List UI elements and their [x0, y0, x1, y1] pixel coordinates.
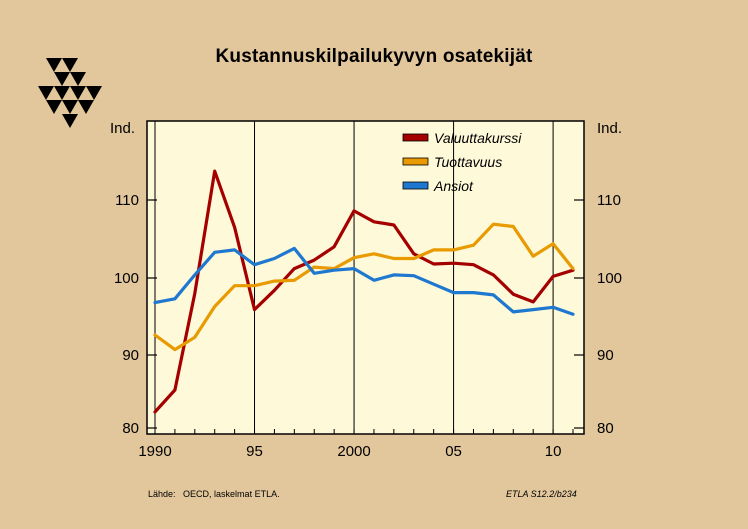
legend-swatch — [402, 157, 429, 166]
source-text: OECD, laskelmat ETLA. — [183, 489, 280, 499]
series-lines — [153, 169, 575, 414]
x-axis-ticks: 1990 95 2000 05 10 — [138, 429, 574, 460]
series-line-valuuttakurssi — [153, 169, 575, 414]
y-tick-label-left: 100 — [114, 270, 139, 287]
legend-label: Valuuttakurssi — [434, 130, 522, 146]
legend-swatch — [402, 181, 429, 190]
source-note: Lähde: OECD, laskelmat ETLA. — [148, 489, 280, 499]
y-tick-label-right: 80 — [597, 420, 614, 437]
source-label: Lähde: — [148, 489, 176, 499]
y-tick-label-right: 100 — [597, 270, 622, 287]
y-tick-label-right: 110 — [597, 192, 621, 209]
y-tick-label-right: 90 — [597, 347, 614, 364]
legend-label: Ansiot — [433, 178, 474, 194]
series-line-ansiot — [153, 246, 575, 316]
y-tick-label-left: 80 — [122, 420, 139, 437]
legend-swatch — [402, 133, 429, 142]
chart-code: ETLA S12.2/b234 — [506, 489, 577, 499]
legend-label: Tuottavuus — [434, 154, 502, 170]
y-axis-ticks: 80 80 90 90 100 100 110 110 — [114, 192, 622, 437]
y-tick-label-left: 90 — [122, 347, 139, 364]
plot-area — [146, 120, 585, 435]
y-axis-label-right: Ind. — [597, 120, 622, 137]
x-tick-label: 10 — [545, 443, 562, 460]
y-axis-label-left: Ind. — [110, 120, 135, 137]
y-tick-label-left: 110 — [115, 192, 139, 209]
chart-title: Kustannuskilpailukyvyn osatekijät — [215, 46, 533, 67]
x-tick-label: 1990 — [138, 443, 171, 460]
etla-logo — [38, 58, 102, 128]
legend: Valuuttakurssi Tuottavuus Ansiot — [402, 130, 522, 194]
x-tick-label: 2000 — [337, 443, 370, 460]
x-tick-label: 05 — [445, 443, 462, 460]
series-line-tuottavuus — [153, 222, 575, 352]
x-tick-label: 95 — [246, 443, 263, 460]
